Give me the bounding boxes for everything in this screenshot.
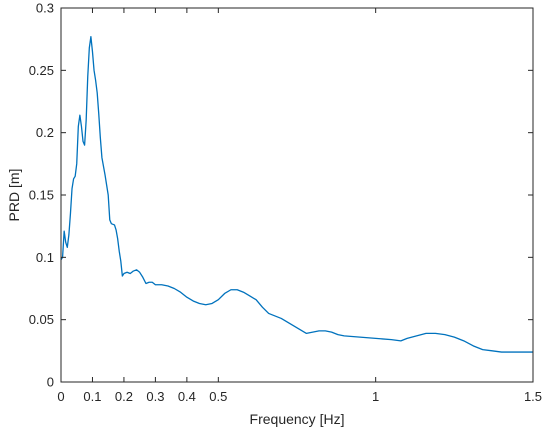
x-tick-label: 0 bbox=[57, 389, 64, 404]
y-axis-label: PRD [m] bbox=[6, 169, 22, 222]
x-axis: 0 0.1 0.2 0.3 0.4 0.5 1 1.5 bbox=[57, 8, 542, 404]
x-tick-label: 0.4 bbox=[178, 389, 196, 404]
x-tick-label: 1 bbox=[372, 389, 379, 404]
y-tick-label: 0.15 bbox=[29, 188, 54, 203]
x-tick-label: 0.2 bbox=[115, 389, 133, 404]
x-tick-label: 0.3 bbox=[146, 389, 164, 404]
y-axis: 0 0.05 0.1 0.15 0.2 0.25 0.3 bbox=[29, 1, 533, 390]
y-tick-label: 0.05 bbox=[29, 312, 54, 327]
y-tick-label: 0.1 bbox=[36, 250, 54, 265]
x-tick-label: 1.5 bbox=[524, 389, 542, 404]
y-tick-label: 0.2 bbox=[36, 125, 54, 140]
plot-frame bbox=[60, 7, 534, 383]
series-group bbox=[60, 36, 533, 353]
y-tick-label: 0.3 bbox=[36, 1, 54, 16]
x-tick-label: 0.5 bbox=[209, 389, 227, 404]
y-tick-label: 0.25 bbox=[29, 63, 54, 78]
y-tick-label: 0 bbox=[47, 375, 54, 390]
x-tick-label: 0.1 bbox=[83, 389, 101, 404]
x-axis-label: Frequency [Hz] bbox=[250, 411, 345, 427]
plot-area: 0 0.1 0.2 0.3 0.4 0.5 1 1.5 0 0.05 0.1 0.15 0.2 0.25… bbox=[29, 1, 542, 405]
series-line-0 bbox=[60, 36, 533, 353]
